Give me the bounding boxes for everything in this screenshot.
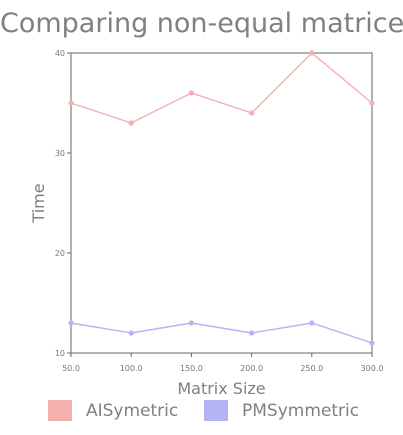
x-tick-label: 100.0 <box>120 364 143 373</box>
x-axis-label: Matrix Size <box>177 379 265 398</box>
x-tick-label: 150.0 <box>180 364 203 373</box>
data-point-aisymetric <box>128 120 134 126</box>
y-axis-label: Time <box>29 183 48 223</box>
series-group <box>68 50 375 346</box>
plot-border <box>70 52 373 354</box>
x-tick-label: 50.0 <box>62 364 80 373</box>
x-tick-label: 300.0 <box>361 364 384 373</box>
data-point-aisymetric <box>68 100 74 106</box>
y-tick-label: 10 <box>55 349 65 358</box>
legend: AISymetric PMSymmetric <box>0 400 403 426</box>
data-point-aisymetric <box>249 110 255 116</box>
data-point-pmsymmetric <box>249 330 255 336</box>
legend-label-pmsymmetric: PMSymmetric <box>242 400 360 421</box>
data-point-pmsymmetric <box>309 320 315 326</box>
chart-title: Comparing non-equal matrices <box>0 8 403 39</box>
line-chart: 10 20 30 40 50.0 100.0 150.0 200.0 250.0 300.0 M… <box>29 49 383 398</box>
legend-item-pmsymmetric[interactable]: PMSymmetric <box>204 400 359 421</box>
y-tick-label: 30 <box>55 149 65 158</box>
legend-swatch-aisymetric <box>48 400 72 421</box>
data-point-pmsymmetric <box>68 320 74 326</box>
legend-label-aisymetric: AISymetric <box>86 400 179 421</box>
plot-frame <box>70 52 373 354</box>
data-point-pmsymmetric <box>128 330 134 336</box>
y-tick-label: 20 <box>55 249 65 258</box>
data-point-aisymetric <box>309 50 315 56</box>
data-point-pmsymmetric <box>188 320 194 326</box>
x-tick-label: 250.0 <box>300 364 323 373</box>
data-point-aisymetric <box>369 100 375 106</box>
data-point-pmsymmetric <box>369 340 375 346</box>
x-tick-label: 200.0 <box>240 364 263 373</box>
legend-item-aisymetric[interactable]: AISymetric <box>48 400 178 421</box>
series-line-pmsymmetric <box>70 322 373 344</box>
y-tick-label: 40 <box>55 49 65 58</box>
series-line-aisymetric <box>70 52 373 124</box>
y-axis-ticks: 10 20 30 40 <box>55 49 71 358</box>
legend-swatch-pmsymmetric <box>204 400 228 421</box>
data-point-aisymetric <box>188 90 194 96</box>
x-axis-ticks: 50.0 100.0 150.0 200.0 250.0 300.0 <box>62 353 383 373</box>
